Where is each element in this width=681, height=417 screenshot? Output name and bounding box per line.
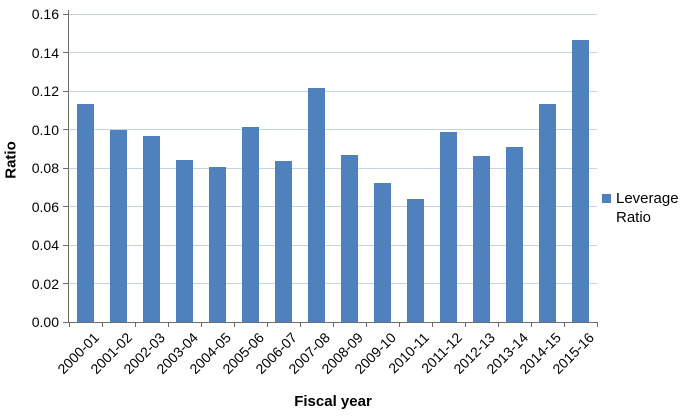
gridline	[69, 13, 597, 15]
gridline	[69, 52, 597, 53]
bar	[407, 198, 424, 322]
y-tick-label: 0.00	[31, 314, 59, 330]
x-tick-mark	[200, 322, 202, 327]
x-axis-title: Fiscal year	[294, 393, 372, 410]
x-tick-mark	[563, 322, 565, 327]
gridline	[69, 206, 597, 207]
x-tick-mark	[68, 322, 70, 327]
y-tick-label: 0.14	[31, 44, 59, 61]
gridline	[69, 283, 597, 284]
bar	[110, 129, 127, 322]
bar	[440, 132, 457, 322]
x-tick-mark	[134, 322, 136, 327]
x-tick-mark	[365, 322, 367, 327]
x-tick-mark	[431, 322, 433, 327]
x-tick-mark	[299, 322, 301, 327]
y-tick-label: 0.10	[31, 121, 59, 138]
gridline	[69, 244, 597, 246]
bar	[473, 156, 490, 322]
y-tick-label: 0.16	[31, 6, 59, 22]
y-axis-title: Ratio	[2, 141, 20, 179]
y-tick-mark	[63, 244, 68, 246]
bar	[77, 104, 94, 322]
x-tick-mark	[530, 322, 532, 327]
x-tick-mark	[266, 322, 268, 327]
y-tick-mark	[63, 129, 68, 130]
x-tick-mark	[398, 322, 400, 327]
bar	[275, 161, 292, 322]
y-tick-label: 0.08	[31, 160, 59, 176]
bar	[143, 136, 160, 322]
bar	[242, 126, 259, 322]
legend: Leverage Ratio	[602, 189, 680, 227]
bar	[209, 167, 226, 322]
gridline	[69, 129, 597, 130]
x-axis-line	[68, 322, 597, 323]
x-tick-mark	[464, 322, 466, 327]
y-axis-line	[68, 10, 69, 322]
y-tick-label: 0.02	[31, 275, 59, 292]
x-tick-mark	[497, 322, 499, 327]
y-tick-mark	[63, 206, 68, 207]
y-tick-mark	[63, 13, 68, 15]
bar	[374, 183, 391, 322]
x-tick-mark	[101, 322, 103, 327]
y-tick-mark	[63, 167, 68, 169]
gridline	[69, 167, 597, 169]
y-tick-label: 0.04	[31, 237, 59, 253]
gridline	[69, 90, 597, 92]
x-tick-mark	[596, 322, 598, 327]
y-tick-mark	[63, 283, 68, 284]
x-tick-mark	[233, 322, 235, 327]
bar	[539, 104, 556, 322]
bar	[308, 88, 325, 322]
x-tick-mark	[332, 322, 334, 327]
bar	[572, 39, 589, 322]
bar	[341, 154, 358, 322]
x-tick-mark	[167, 322, 169, 327]
y-tick-label: 0.06	[31, 198, 59, 215]
bar	[506, 146, 523, 322]
y-tick-mark	[63, 52, 68, 53]
legend-swatch-icon	[602, 194, 611, 203]
y-tick-mark	[63, 321, 68, 323]
y-tick-mark	[63, 90, 68, 92]
bar	[176, 160, 193, 322]
legend-label: Leverage Ratio	[616, 190, 679, 226]
y-tick-label: 0.12	[31, 83, 59, 99]
